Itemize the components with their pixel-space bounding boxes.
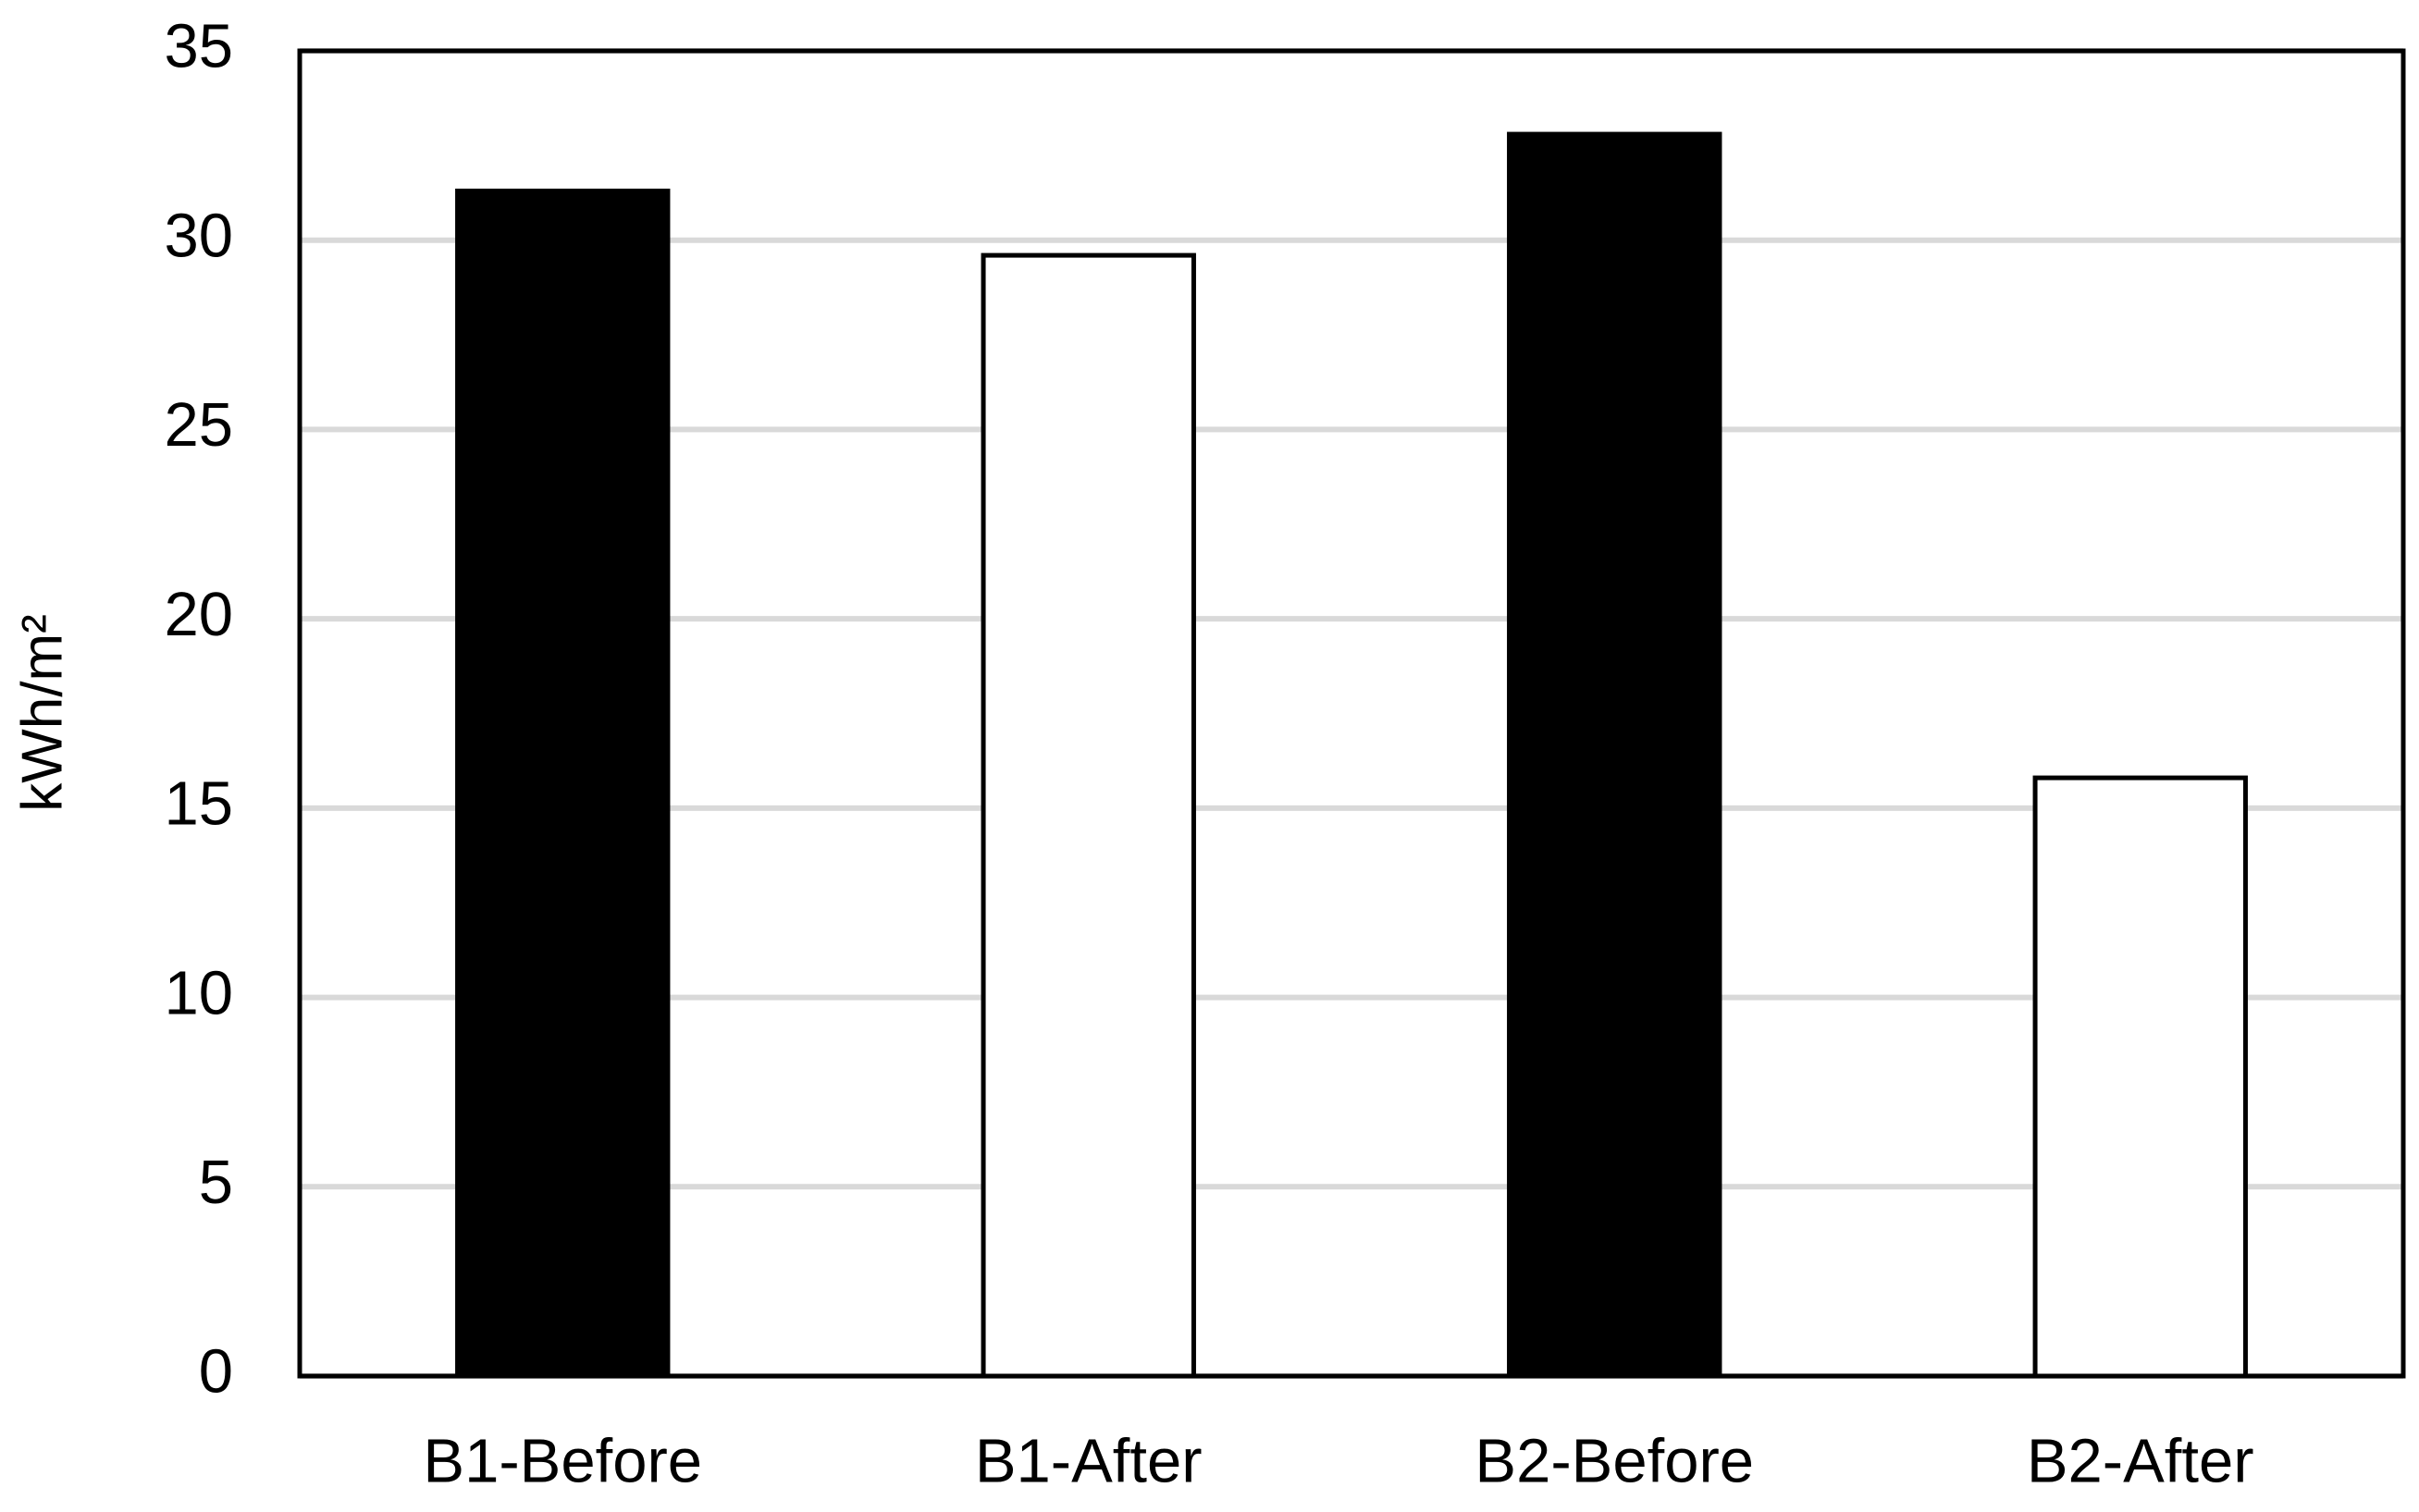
bar [981,252,1196,1379]
y-tick-label: 5 [199,1148,233,1217]
bar [1507,131,1722,1379]
plot-frame [297,48,2406,1379]
y-tick-label: 15 [164,769,233,839]
y-tick-label: 20 [164,580,233,649]
y-tick-label: 30 [164,201,233,270]
bar [2032,775,2248,1379]
x-tick-label: B1-Before [423,1427,702,1496]
y-tick-label: 0 [199,1337,233,1407]
x-tick-label: B2-Before [1475,1427,1754,1496]
x-tick-label: B2-After [2027,1427,2254,1496]
y-tick-label: 25 [164,390,233,460]
bar [455,188,671,1379]
y-axis-label: kWh/m² [10,614,74,812]
y-tick-label: 10 [164,958,233,1027]
x-tick-label: B1-After [975,1427,1203,1496]
y-tick-label: 35 [164,12,233,81]
bars [455,131,2248,1379]
